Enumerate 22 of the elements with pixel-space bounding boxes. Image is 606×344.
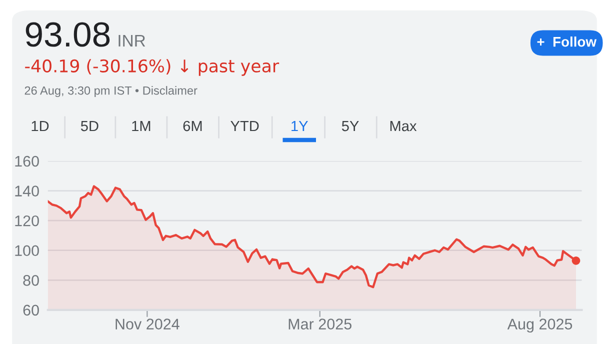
text: 5Y (342, 121, 359, 132)
x-tick-label: Nov 2024 (116, 318, 180, 330)
text: 5D (80, 121, 98, 132)
chart-subtitle: -40.19 (-30.16%) ↓ past year (25, 59, 280, 76)
text: 1D (32, 121, 49, 132)
y-tick-label: 80 (23, 275, 39, 286)
text: 1Y (292, 121, 308, 132)
text: + Follow (537, 36, 597, 47)
text: Max (390, 121, 417, 132)
x-tick-label: Mar 2025 (288, 318, 352, 330)
text: INR (118, 34, 146, 46)
y-tick-label: 60 (23, 304, 39, 316)
text: YTD (230, 121, 259, 132)
y-tick-label: 120 (15, 215, 39, 226)
chart-title: 93.08 (26, 22, 110, 47)
text: 1M (132, 121, 150, 132)
x-tick-label: Aug 2025 (507, 318, 572, 333)
text: 26 Aug, 3:30 pm IST • Disclaimer (24, 86, 198, 98)
text: 6M (183, 120, 202, 132)
y-tick-label: 140 (15, 186, 39, 196)
y-tick-label: 100 (15, 245, 39, 256)
y-tick-label: 160 (15, 156, 39, 167)
